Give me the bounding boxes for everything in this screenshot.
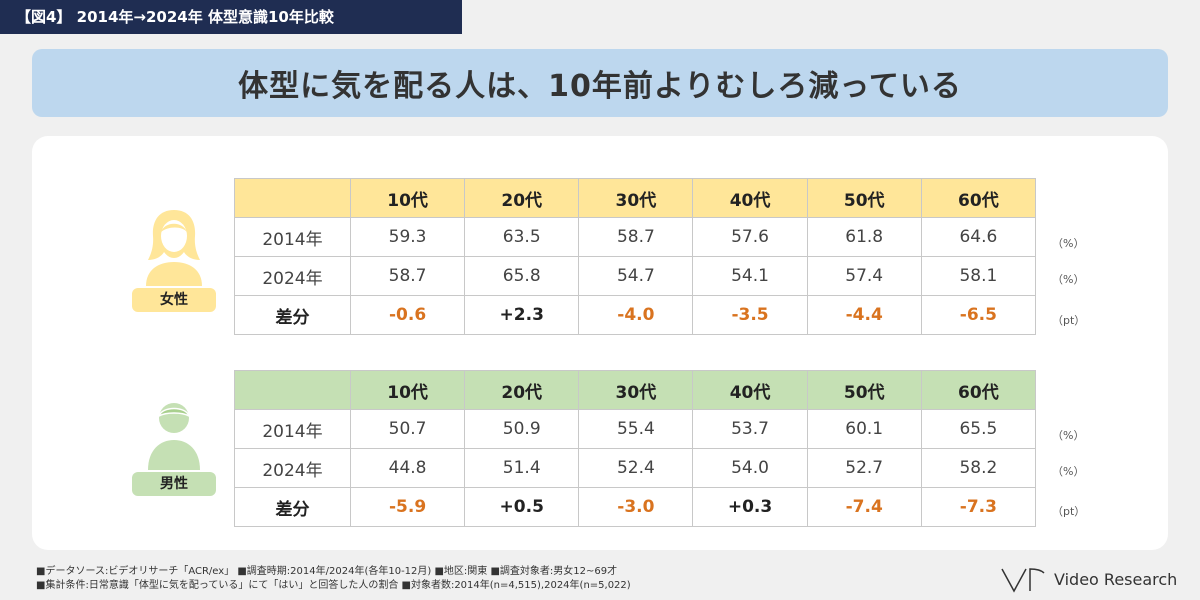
col-header: 30代 <box>578 178 694 218</box>
diff-cell: -6.5 <box>920 295 1037 335</box>
female-header-row: 10代 20代 30代 40代 50代 60代 <box>234 178 1037 218</box>
logo-mark-icon <box>1001 568 1045 593</box>
cell: 51.4 <box>464 448 580 488</box>
diff-cell: -7.3 <box>920 487 1037 527</box>
diff-cell: +2.3 <box>464 295 580 335</box>
row-label: 2014年 <box>234 409 351 449</box>
female-person-icon <box>146 210 202 286</box>
cell: 65.8 <box>464 256 580 296</box>
diff-row: 差分 -0.6 +2.3 -4.0 -3.5 -4.4 -6.5 <box>234 295 1037 335</box>
male-header-row: 10代 20代 30代 40代 50代 60代 <box>234 370 1037 410</box>
table-row: 2024年 58.7 65.8 54.7 54.1 57.4 58.1 <box>234 256 1037 296</box>
row-label: 2024年 <box>234 448 351 488</box>
col-header: 20代 <box>464 178 580 218</box>
male-section-icon: 男性 <box>132 398 216 496</box>
cell: 58.7 <box>578 217 694 257</box>
unit-label: （%） <box>1052 273 1085 286</box>
cell: 54.7 <box>578 256 694 296</box>
video-research-logo: Video Research <box>1000 564 1177 594</box>
header-corner <box>234 178 351 218</box>
cell: 50.9 <box>464 409 580 449</box>
figure-tag: 【図4】 2014年→2024年 体型意識10年比較 <box>0 0 462 34</box>
female-section-icon: 女性 <box>132 206 216 312</box>
col-header: 10代 <box>349 370 466 410</box>
unit-label: （%） <box>1052 465 1085 478</box>
cell: 57.6 <box>692 217 808 257</box>
cell: 59.3 <box>349 217 466 257</box>
diff-cell: -3.5 <box>692 295 808 335</box>
col-header: 40代 <box>692 370 808 410</box>
diff-cell: -4.4 <box>806 295 922 335</box>
female-badge: 女性 <box>132 288 216 312</box>
cell: 58.1 <box>920 256 1037 296</box>
row-label: 差分 <box>234 295 351 335</box>
col-header: 10代 <box>349 178 466 218</box>
table-row: 2024年 44.8 51.4 52.4 54.0 52.7 58.2 <box>234 448 1037 488</box>
cell: 50.7 <box>349 409 466 449</box>
headline-banner: 体型に気を配る人は、10年前よりむしろ減っている <box>32 49 1168 117</box>
footnote-source: ■データソース:ビデオリサーチ「ACR/ex」 ■調査時期:2014年/2024… <box>36 566 618 577</box>
cell: 57.4 <box>806 256 922 296</box>
row-label: 2024年 <box>234 256 351 296</box>
unit-label: （%） <box>1052 429 1085 442</box>
female-table: 10代 20代 30代 40代 50代 60代 2014年 59.3 63.5 … <box>234 178 1037 335</box>
male-table: 10代 20代 30代 40代 50代 60代 2014年 50.7 50.9 … <box>234 370 1037 527</box>
diff-cell: -0.6 <box>349 295 466 335</box>
diff-cell: -4.0 <box>578 295 694 335</box>
cell: 52.7 <box>806 448 922 488</box>
footnote-conditions: ■集計条件:日常意識「体型に気を配っている」にて「はい」と回答した人の割合 ■対… <box>36 580 631 591</box>
diff-cell: +0.5 <box>464 487 580 527</box>
table-row: 2014年 50.7 50.9 55.4 53.7 60.1 65.5 <box>234 409 1037 449</box>
diff-cell: -5.9 <box>349 487 466 527</box>
logo-text: Video Research <box>1054 569 1178 589</box>
cell: 54.0 <box>692 448 808 488</box>
cell: 53.7 <box>692 409 808 449</box>
row-label: 2014年 <box>234 217 351 257</box>
male-badge: 男性 <box>132 472 216 496</box>
cell: 54.1 <box>692 256 808 296</box>
diff-cell: -3.0 <box>578 487 694 527</box>
header-corner <box>234 370 351 410</box>
col-header: 50代 <box>806 370 922 410</box>
cell: 65.5 <box>920 409 1037 449</box>
male-person-icon <box>148 403 200 470</box>
col-header: 60代 <box>920 178 1037 218</box>
col-header: 20代 <box>464 370 580 410</box>
unit-label: （%） <box>1052 237 1085 250</box>
col-header: 60代 <box>920 370 1037 410</box>
cell: 58.7 <box>349 256 466 296</box>
col-header: 50代 <box>806 178 922 218</box>
unit-label: （pt） <box>1052 505 1086 518</box>
cell: 58.2 <box>920 448 1037 488</box>
diff-cell: +0.3 <box>692 487 808 527</box>
diff-cell: -7.4 <box>806 487 922 527</box>
col-header: 30代 <box>578 370 694 410</box>
cell: 52.4 <box>578 448 694 488</box>
cell: 61.8 <box>806 217 922 257</box>
cell: 55.4 <box>578 409 694 449</box>
cell: 63.5 <box>464 217 580 257</box>
cell: 60.1 <box>806 409 922 449</box>
table-row: 2014年 59.3 63.5 58.7 57.6 61.8 64.6 <box>234 217 1037 257</box>
col-header: 40代 <box>692 178 808 218</box>
unit-label: （pt） <box>1052 314 1086 327</box>
cell: 44.8 <box>349 448 466 488</box>
headline: 体型に気を配る人は、10年前よりむしろ減っている <box>238 69 962 104</box>
cell: 64.6 <box>920 217 1037 257</box>
row-label: 差分 <box>234 487 351 527</box>
diff-row: 差分 -5.9 +0.5 -3.0 +0.3 -7.4 -7.3 <box>234 487 1037 527</box>
